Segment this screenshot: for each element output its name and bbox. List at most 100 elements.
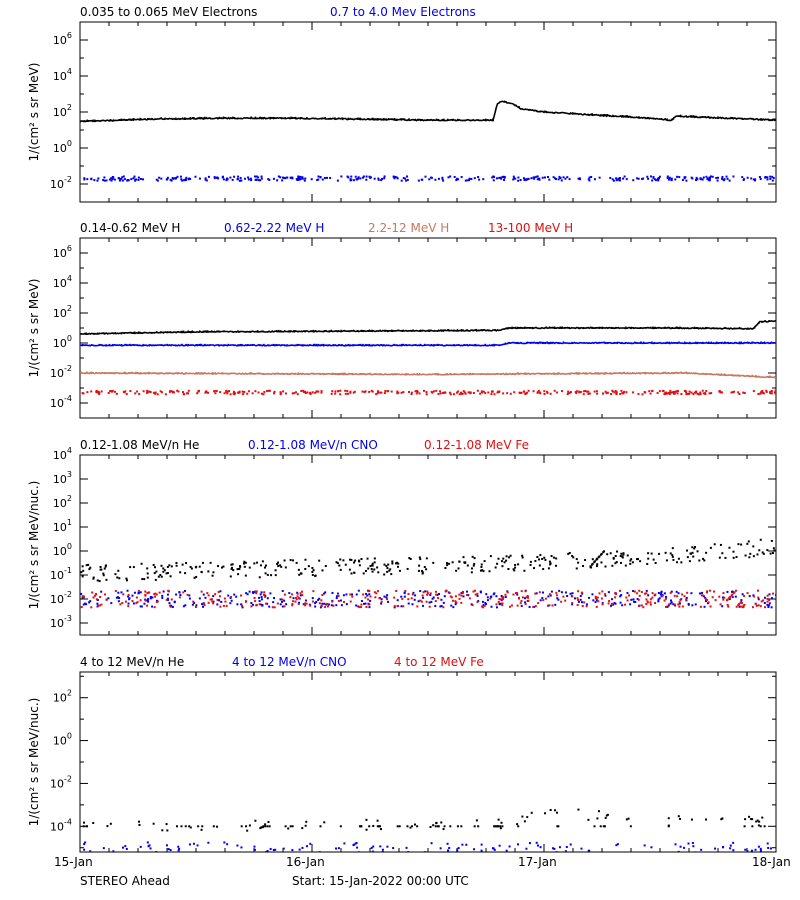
data-point bbox=[362, 330, 365, 332]
data-point bbox=[732, 550, 735, 553]
data-point bbox=[288, 592, 291, 595]
data-point bbox=[135, 596, 138, 599]
data-point bbox=[179, 571, 182, 574]
data-point bbox=[201, 371, 203, 374]
data-point bbox=[578, 372, 580, 374]
data-point bbox=[598, 555, 601, 558]
data-point bbox=[633, 590, 636, 593]
data-point bbox=[365, 592, 368, 595]
data-point bbox=[128, 372, 130, 374]
data-point bbox=[523, 569, 526, 572]
data-point bbox=[419, 329, 422, 332]
data-point bbox=[514, 566, 517, 569]
data-point bbox=[242, 562, 245, 565]
data-point bbox=[334, 373, 337, 375]
data-point bbox=[559, 177, 562, 180]
data-point bbox=[261, 560, 264, 563]
data-point bbox=[160, 117, 162, 119]
data-point bbox=[641, 177, 644, 180]
data-point bbox=[326, 602, 329, 605]
data-point bbox=[706, 590, 709, 593]
data-point bbox=[544, 812, 547, 815]
data-point bbox=[678, 341, 680, 344]
data-point bbox=[201, 825, 204, 828]
data-point bbox=[708, 373, 710, 375]
data-point bbox=[624, 603, 627, 606]
legend-entry: 0.14-0.62 MeV H bbox=[80, 221, 180, 235]
data-point bbox=[110, 119, 112, 122]
data-point bbox=[338, 564, 341, 567]
data-point bbox=[537, 342, 539, 344]
data-point bbox=[689, 342, 692, 345]
y-axis-label: 1/(cm² s sr MeV/nuc.) bbox=[27, 481, 41, 610]
data-point bbox=[439, 847, 442, 850]
data-point bbox=[82, 596, 85, 599]
data-point bbox=[376, 590, 379, 593]
data-point bbox=[705, 390, 708, 393]
data-point bbox=[300, 330, 303, 332]
data-point bbox=[403, 118, 406, 121]
data-point bbox=[663, 327, 666, 329]
data-point bbox=[525, 372, 527, 375]
data-point bbox=[761, 342, 763, 345]
data-point bbox=[647, 594, 650, 597]
data-point bbox=[349, 372, 351, 375]
data-point bbox=[120, 118, 123, 121]
data-point bbox=[147, 600, 150, 603]
data-point bbox=[658, 390, 661, 393]
data-point bbox=[278, 330, 281, 332]
data-point bbox=[223, 392, 226, 395]
data-point bbox=[680, 393, 683, 396]
data-point bbox=[129, 390, 132, 393]
data-point bbox=[456, 390, 459, 393]
data-point bbox=[611, 564, 614, 567]
data-point bbox=[327, 344, 329, 347]
data-point bbox=[239, 176, 242, 179]
data-point bbox=[614, 389, 617, 392]
data-point bbox=[114, 332, 117, 334]
data-point bbox=[153, 606, 156, 609]
data-point bbox=[633, 327, 635, 330]
data-point bbox=[335, 561, 338, 564]
data-point bbox=[320, 391, 323, 394]
data-point bbox=[673, 342, 676, 344]
data-point bbox=[578, 390, 581, 393]
data-point bbox=[365, 373, 368, 376]
data-point bbox=[334, 392, 337, 395]
data-point bbox=[452, 329, 454, 332]
data-point bbox=[107, 597, 110, 600]
data-point bbox=[397, 565, 400, 568]
data-point bbox=[604, 594, 607, 597]
data-point bbox=[148, 371, 150, 374]
data-point bbox=[197, 825, 200, 828]
data-point bbox=[80, 571, 83, 574]
data-point bbox=[184, 825, 187, 828]
data-point bbox=[304, 604, 307, 607]
data-point bbox=[386, 330, 389, 332]
data-point bbox=[462, 390, 465, 393]
data-point bbox=[355, 373, 358, 375]
data-point bbox=[82, 825, 85, 828]
data-point bbox=[497, 390, 500, 393]
data-point bbox=[475, 819, 478, 822]
data-point bbox=[193, 601, 196, 604]
data-point bbox=[500, 560, 503, 563]
data-point bbox=[241, 606, 244, 609]
data-point bbox=[679, 598, 682, 601]
data-point bbox=[335, 595, 338, 598]
data-point bbox=[634, 341, 636, 344]
data-point bbox=[192, 117, 194, 119]
data-point bbox=[256, 561, 259, 564]
data-point bbox=[255, 590, 258, 593]
data-point bbox=[537, 602, 540, 605]
data-point bbox=[505, 101, 507, 103]
data-point bbox=[186, 593, 189, 596]
data-point bbox=[302, 390, 305, 393]
data-point bbox=[548, 604, 551, 607]
data-point bbox=[204, 116, 206, 119]
data-point bbox=[287, 827, 290, 830]
data-point bbox=[688, 372, 691, 375]
data-point bbox=[260, 117, 263, 120]
data-point bbox=[207, 594, 210, 597]
data-point bbox=[573, 597, 576, 600]
